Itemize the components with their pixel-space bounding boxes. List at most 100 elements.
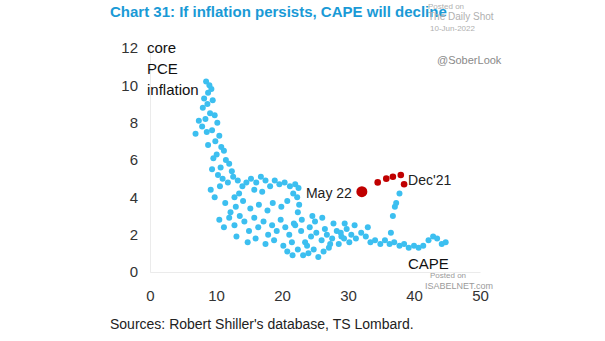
point (307, 224, 313, 230)
point (217, 183, 223, 189)
y-tick-label: 10 (121, 77, 138, 94)
point (225, 179, 231, 185)
y-axis-title-line: inflation (147, 81, 199, 98)
point (271, 237, 277, 243)
point (210, 97, 216, 103)
point (305, 250, 311, 256)
point (420, 243, 426, 249)
point (327, 241, 333, 247)
point (388, 230, 394, 236)
point (237, 213, 243, 219)
point (246, 228, 252, 234)
y-axis-title: corePCEinflation (147, 39, 199, 98)
point (247, 206, 253, 212)
x-tick-label: 30 (340, 287, 357, 304)
y-tick-label: 4 (130, 189, 138, 206)
point (338, 230, 344, 236)
point (199, 123, 205, 129)
point (233, 234, 239, 240)
point (342, 220, 348, 226)
point (265, 232, 271, 238)
point (358, 230, 364, 236)
point (230, 174, 236, 180)
point (374, 179, 381, 186)
point (294, 194, 300, 200)
point (390, 174, 397, 181)
point (264, 207, 270, 213)
watermark: The Daily Shot (428, 11, 494, 22)
point (292, 222, 298, 228)
point (209, 166, 215, 172)
point (270, 200, 276, 206)
point (401, 181, 408, 188)
point (311, 247, 317, 253)
point (204, 129, 210, 135)
point (372, 237, 378, 243)
title: Chart 31: If inflation persists, CAPE wi… (110, 3, 447, 20)
point (280, 243, 286, 249)
point (282, 179, 288, 185)
point (263, 241, 269, 247)
point (245, 239, 251, 245)
watermark: @SoberLook (437, 54, 502, 66)
point (286, 232, 292, 238)
point (233, 204, 239, 210)
annotation: May 22 (306, 185, 352, 201)
point (221, 148, 227, 154)
point (261, 219, 267, 225)
watermark: ISABELNET.com (425, 281, 493, 291)
series-1 (356, 172, 407, 198)
point (200, 105, 206, 111)
point (282, 224, 288, 230)
point (319, 237, 325, 243)
x-tick-label: 10 (208, 287, 225, 304)
point (216, 217, 222, 223)
annotation: Dec'21 (408, 172, 451, 188)
point (208, 86, 214, 92)
series-0 (193, 79, 449, 260)
point (321, 248, 327, 254)
point (299, 217, 305, 223)
point (253, 179, 259, 185)
x-tick-label: 0 (146, 287, 154, 304)
point (204, 101, 210, 107)
point (295, 209, 301, 215)
x-tick: 20 (274, 272, 291, 304)
point (426, 237, 432, 243)
watermark: 10-Jun-2022 (430, 24, 475, 33)
point (296, 202, 302, 208)
point (336, 241, 342, 247)
point (341, 235, 347, 241)
point (196, 118, 202, 124)
point (226, 161, 232, 167)
point (278, 217, 284, 223)
point (391, 239, 397, 245)
point (401, 241, 407, 247)
point (216, 133, 222, 139)
point (202, 116, 208, 122)
point (259, 189, 265, 195)
point (256, 202, 262, 208)
point (365, 224, 371, 230)
plot-area (193, 79, 449, 260)
point (287, 183, 293, 189)
point (406, 245, 412, 251)
point (289, 239, 295, 245)
point (443, 239, 449, 245)
point (243, 179, 249, 185)
point (298, 228, 304, 234)
x-tick: 10 (208, 272, 225, 304)
y-tick: 6 (130, 151, 150, 168)
point (276, 181, 282, 187)
point (278, 204, 284, 210)
point (222, 200, 228, 206)
point (398, 172, 405, 179)
point (346, 239, 352, 245)
point (251, 215, 257, 221)
y-tick-label: 8 (130, 114, 138, 131)
x-axis-title: CAPE (408, 255, 449, 272)
point (393, 200, 399, 206)
point (215, 172, 221, 178)
point (240, 198, 246, 204)
point (382, 237, 388, 243)
